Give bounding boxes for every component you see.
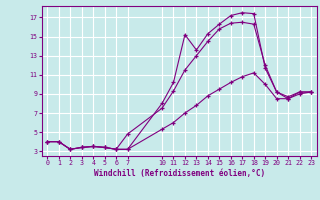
X-axis label: Windchill (Refroidissement éolien,°C): Windchill (Refroidissement éolien,°C) bbox=[94, 169, 265, 178]
